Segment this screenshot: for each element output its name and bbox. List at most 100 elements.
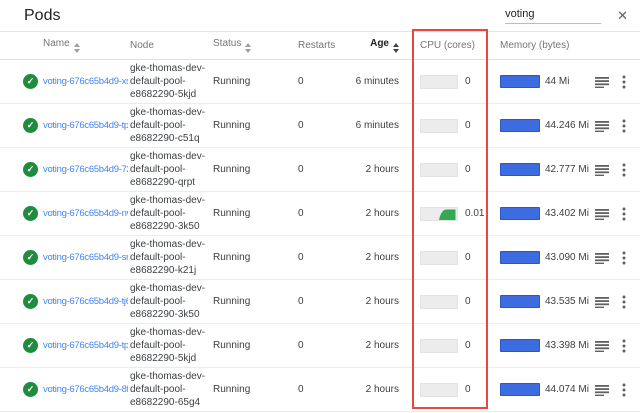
pod-restarts: 0	[298, 252, 304, 263]
pod-name-link[interactable]: voting-676c65b4d9-72	[43, 164, 128, 175]
cpu-sparkline	[420, 118, 458, 133]
container-logs-icon[interactable]	[595, 340, 609, 352]
pod-age: 6 minutes	[355, 76, 399, 87]
column-header-status[interactable]: Status	[210, 38, 292, 53]
pod-age: 2 hours	[365, 340, 399, 351]
cpu-sparkline	[420, 294, 458, 309]
memory-value: 42.777 Mi	[545, 163, 589, 175]
column-header-name[interactable]: Name	[40, 38, 128, 53]
pod-age: 2 hours	[365, 164, 399, 175]
memory-value: 43.090 Mi	[545, 251, 589, 263]
node-name: gke-thomas-dev-default-pool-e8682290-65g…	[130, 371, 206, 408]
column-header-memory-bytes: Memory (bytes)	[490, 40, 640, 51]
column-label: Node	[130, 40, 154, 51]
cpu-sparkline	[420, 74, 458, 89]
column-label: Status	[213, 38, 242, 49]
memory-value: 43.402 Mi	[545, 207, 589, 219]
cpu-value: 0	[465, 252, 471, 263]
pod-status: Running	[213, 208, 251, 219]
column-label: CPU (cores)	[420, 40, 476, 51]
status-ok-icon: ✓	[23, 74, 38, 89]
node-name: gke-thomas-dev-default-pool-e8682290-k21…	[130, 239, 206, 276]
node-name: gke-thomas-dev-default-pool-e8682290-3k5…	[130, 195, 206, 232]
memory-value: 44.074 Mi	[545, 383, 589, 395]
cpu-value: 0	[465, 76, 471, 87]
row-menu-icon[interactable]	[622, 383, 626, 397]
row-menu-icon[interactable]	[622, 295, 626, 309]
table-row: ✓ voting-676c65b4d9-nv gke-thomas-dev-de…	[0, 192, 640, 236]
pod-age: 2 hours	[365, 296, 399, 307]
row-menu-icon[interactable]	[622, 251, 626, 265]
column-label: Name	[43, 38, 70, 49]
cpu-value: 0	[465, 340, 471, 351]
node-name: gke-thomas-dev-default-pool-e8682290-qrp…	[130, 151, 206, 188]
cpu-area-chart	[439, 209, 456, 220]
row-menu-icon[interactable]	[622, 163, 626, 177]
clear-search-icon[interactable]: ✕	[617, 7, 628, 23]
table-row: ✓ voting-676c65b4d9-72 gke-thomas-dev-de…	[0, 148, 640, 192]
status-ok-icon: ✓	[23, 250, 38, 265]
pod-status: Running	[213, 164, 251, 175]
cpu-value: 0.01	[465, 208, 485, 219]
search-box: ✕	[505, 0, 632, 30]
row-menu-icon[interactable]	[622, 207, 626, 221]
table-row: ✓ voting-676c65b4d9-xs- gke-thomas-dev-d…	[0, 60, 640, 104]
pod-status: Running	[213, 252, 251, 263]
cpu-sparkline	[420, 382, 458, 397]
row-menu-icon[interactable]	[622, 339, 626, 353]
container-logs-icon[interactable]	[595, 120, 609, 132]
column-label: Memory (bytes)	[500, 40, 570, 51]
sort-icon	[393, 43, 399, 53]
status-ok-icon: ✓	[23, 382, 38, 397]
status-ok-icon: ✓	[23, 206, 38, 221]
sort-icon	[245, 43, 252, 53]
pod-name-link[interactable]: voting-676c65b4d9-nv	[43, 208, 128, 219]
cpu-sparkline	[420, 206, 458, 221]
search-input[interactable]	[505, 6, 602, 24]
table-row: ✓ voting-676c65b4d9-srl gke-thomas-dev-d…	[0, 236, 640, 280]
pod-name-link[interactable]: voting-676c65b4d9-tpr	[43, 120, 128, 131]
memory-bar	[500, 295, 540, 308]
pod-restarts: 0	[298, 384, 304, 395]
node-name: gke-thomas-dev-default-pool-e8682290-5kj…	[130, 63, 206, 100]
pod-age: 6 minutes	[355, 120, 399, 131]
status-ok-icon: ✓	[23, 294, 38, 309]
node-name: gke-thomas-dev-default-pool-e8682290-5kj…	[130, 327, 206, 364]
memory-value: 44 Mi	[545, 75, 570, 87]
memory-value: 44.246 Mi	[545, 119, 589, 131]
row-menu-icon[interactable]	[622, 119, 626, 133]
cpu-sparkline	[420, 338, 458, 353]
pod-name-link[interactable]: voting-676c65b4d9-srl	[43, 252, 128, 263]
cpu-value: 0	[465, 384, 471, 395]
pod-status: Running	[213, 384, 251, 395]
memory-bar	[500, 119, 540, 132]
pod-restarts: 0	[298, 296, 304, 307]
table-body: ✓ voting-676c65b4d9-xs- gke-thomas-dev-d…	[0, 60, 640, 412]
pod-status: Running	[213, 296, 251, 307]
container-logs-icon[interactable]	[595, 252, 609, 264]
page-title: Pods	[24, 6, 61, 24]
pod-name-link[interactable]: voting-676c65b4d9-8fl	[43, 384, 128, 395]
container-logs-icon[interactable]	[595, 208, 609, 220]
column-header-age[interactable]: Age	[342, 38, 404, 53]
table-row: ✓ voting-676c65b4d9-8fl gke-thomas-dev-d…	[0, 368, 640, 412]
pod-name-link[interactable]: voting-676c65b4d9-tj6	[43, 296, 128, 307]
pod-status: Running	[213, 76, 251, 87]
table-row: ✓ voting-676c65b4d9-tj6 gke-thomas-dev-d…	[0, 280, 640, 324]
pod-restarts: 0	[298, 76, 304, 87]
container-logs-icon[interactable]	[595, 76, 609, 88]
memory-bar	[500, 251, 540, 264]
pod-restarts: 0	[298, 164, 304, 175]
container-logs-icon[interactable]	[595, 384, 609, 396]
container-logs-icon[interactable]	[595, 164, 609, 176]
row-menu-icon[interactable]	[622, 75, 626, 89]
pod-restarts: 0	[298, 208, 304, 219]
column-label: Restarts	[298, 40, 336, 51]
pod-name-link[interactable]: voting-676c65b4d9-tpj	[43, 340, 128, 351]
pod-name-link[interactable]: voting-676c65b4d9-xs-	[43, 76, 128, 87]
container-logs-icon[interactable]	[595, 296, 609, 308]
pod-age: 2 hours	[365, 252, 399, 263]
memory-bar	[500, 163, 540, 176]
pod-age: 2 hours	[365, 384, 399, 395]
memory-value: 43.398 Mi	[545, 339, 589, 351]
